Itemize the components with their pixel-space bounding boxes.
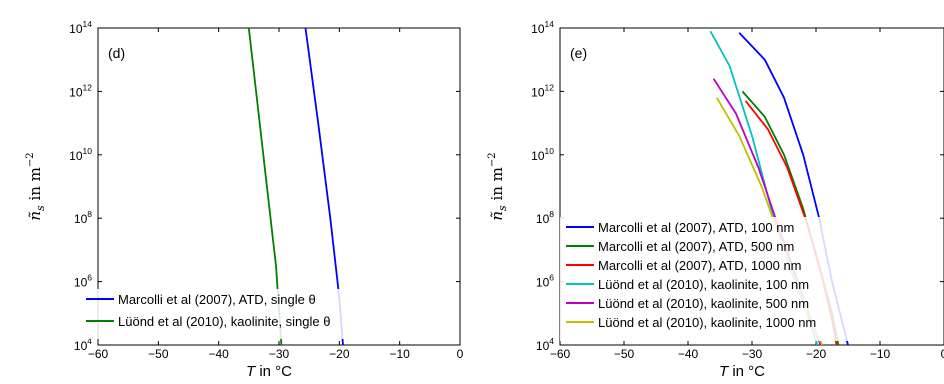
x-tick-label: −40 <box>678 347 699 361</box>
legend-entry: Lüönd et al (2010), kaolinite, 1000 nm <box>598 315 816 330</box>
x-tick-label: −30 <box>742 347 763 361</box>
y-tick-label: 104 <box>74 336 92 353</box>
y-tick-label: 1012 <box>531 82 554 99</box>
y-tick-label: 1012 <box>69 82 92 99</box>
x-tick-label: −10 <box>870 347 891 361</box>
y-tick-label: 104 <box>536 336 554 353</box>
y-tick-label: 1014 <box>531 19 554 36</box>
legend-entry: Marcolli et al (2007), ATD, 100 nm <box>598 220 794 235</box>
legend-entry: Marcolli et al (2007), ATD, 1000 nm <box>598 258 802 273</box>
y-tick-label: 108 <box>536 209 554 226</box>
legend-entry: Lüönd et al (2010), kaolinite, 100 nm <box>598 277 809 292</box>
legend-entry: Lüönd et al (2010), kaolinite, single θ <box>118 314 330 329</box>
chart-panel-1: −60 −50 −40 −30 −20 −10 0 104 106 108 1010 1012 1014… <box>25 19 464 380</box>
legend-box <box>80 289 395 339</box>
x-axis-label: T in °C <box>246 363 292 380</box>
x-tick-label: −20 <box>329 347 350 361</box>
y-tick-label: 1010 <box>531 146 554 163</box>
chart-panel-2: −60 −50 −40 −30 −20 −10 0 104 106 108 1010 1012 1014… <box>487 19 944 380</box>
x-tick-label: −30 <box>269 347 290 361</box>
x-tick-label: −10 <box>389 347 410 361</box>
y-tick-label: 106 <box>536 273 554 290</box>
x-tick-label: 0 <box>941 347 944 361</box>
legend-entry: Marcolli et al (2007), ATD, single θ <box>118 292 316 307</box>
x-tick-label: 0 <box>457 347 464 361</box>
legend: Marcolli et al (2007), ATD, single θ Lüön… <box>80 289 395 339</box>
y-tick-label: 106 <box>74 273 92 290</box>
legend-box <box>560 217 900 341</box>
x-tick-label: −20 <box>806 347 827 361</box>
x-tick-label: −60 <box>550 347 571 361</box>
legend-entry: Lüönd et al (2010), kaolinite, 500 nm <box>598 296 809 311</box>
y-tick-label: 1014 <box>69 19 92 36</box>
y-axis-label: ñs in m−2 <box>487 152 509 220</box>
x-tick-label: −50 <box>614 347 635 361</box>
x-tick-label: −60 <box>88 347 109 361</box>
panel-label: (e) <box>570 45 587 61</box>
x-axis-label: T in °C <box>719 363 765 380</box>
y-tick-label: 1010 <box>69 146 92 163</box>
y-tick-label: 108 <box>74 209 92 226</box>
panel-label: (d) <box>108 45 125 61</box>
x-tick-label: −40 <box>208 347 229 361</box>
legend-entry: Marcolli et al (2007), ATD, 500 nm <box>598 239 794 254</box>
x-tick-label: −50 <box>148 347 169 361</box>
legend: Marcolli et al (2007), ATD, 100 nm Marcol… <box>560 217 900 341</box>
y-axis-label: ñs in m−2 <box>25 152 47 220</box>
